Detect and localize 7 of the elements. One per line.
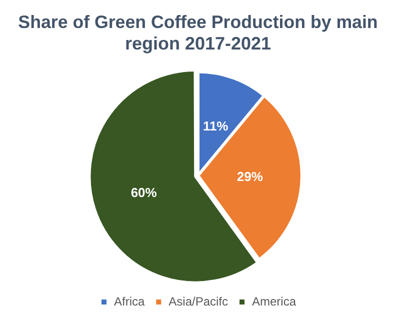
data-label: 11%	[202, 118, 229, 134]
legend-label: Africa	[114, 294, 145, 308]
chart-title: Share of Green Coffee Production by main region 2017-2021	[18, 12, 378, 54]
legend-label: America	[252, 294, 296, 308]
legend-label: Asia/Pacifc	[168, 294, 228, 308]
data-label: 60%	[130, 184, 158, 200]
data-label: 29%	[236, 168, 264, 184]
